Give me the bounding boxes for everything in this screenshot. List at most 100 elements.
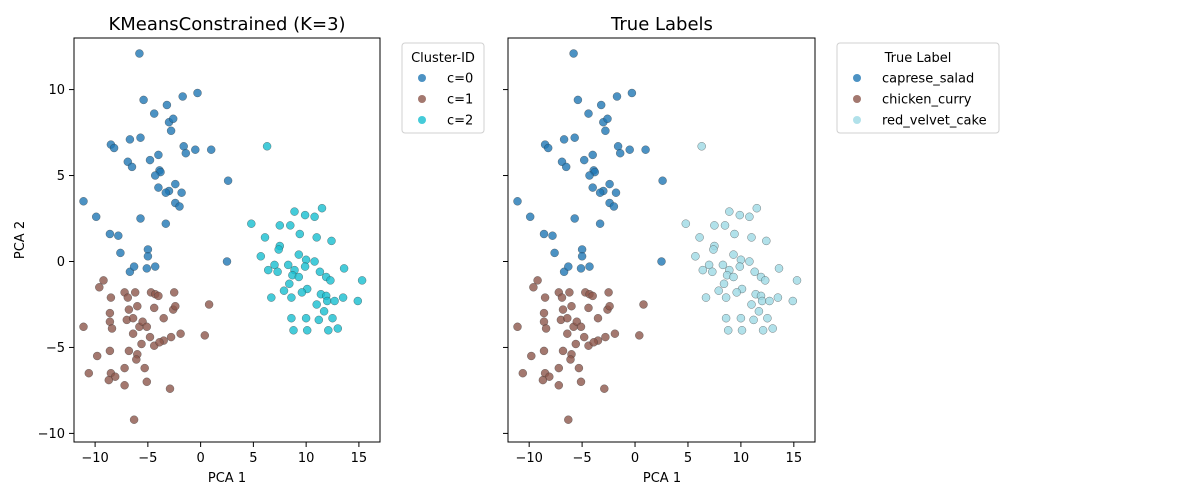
scatter-point bbox=[105, 346, 115, 356]
scatter-point bbox=[137, 339, 146, 349]
scatter-point bbox=[563, 329, 572, 338]
scatter-point bbox=[639, 300, 648, 309]
scatter-point bbox=[566, 355, 575, 364]
scatter-point bbox=[150, 262, 160, 271]
legend-label: red_velvet_cake bbox=[882, 114, 987, 129]
scatter-point bbox=[529, 283, 538, 292]
scatter-point bbox=[260, 233, 270, 242]
scatter-point bbox=[747, 300, 756, 309]
legend-box bbox=[836, 42, 1000, 134]
scatter-point bbox=[79, 322, 88, 332]
scatter-point bbox=[123, 293, 133, 302]
scatter-point bbox=[130, 288, 140, 297]
scatter-point bbox=[294, 250, 304, 259]
scatter-point bbox=[312, 300, 321, 309]
scatter-point bbox=[319, 307, 329, 316]
scatter-point bbox=[573, 95, 583, 105]
scatter-point bbox=[567, 301, 576, 311]
scatter-point bbox=[317, 203, 327, 213]
scatter-point bbox=[206, 145, 216, 154]
scatter-point bbox=[725, 207, 734, 216]
x-tick-label: −10 bbox=[515, 451, 542, 466]
plot-area bbox=[507, 37, 816, 443]
scatter-point bbox=[525, 212, 535, 222]
scatter-point bbox=[177, 188, 186, 197]
scatter-points bbox=[79, 49, 367, 424]
scatter-point bbox=[127, 162, 137, 172]
scatter-point bbox=[302, 326, 312, 335]
scatter-point bbox=[149, 303, 159, 313]
scatter-point bbox=[295, 229, 305, 239]
scatter-point bbox=[327, 236, 336, 246]
x-axis-label: PCA 1 bbox=[643, 471, 681, 486]
x-tick-label: 15 bbox=[351, 451, 368, 466]
x-tick-label: 10 bbox=[733, 451, 750, 466]
scatter-point bbox=[136, 214, 145, 223]
scatter-point bbox=[155, 338, 164, 347]
scatter-point bbox=[564, 262, 573, 271]
scatter-point bbox=[285, 279, 294, 289]
legend-items: c=0 c=1 c=2 bbox=[418, 72, 473, 129]
scatter-point bbox=[171, 179, 180, 189]
scatter-point bbox=[593, 313, 603, 323]
legend-label: c=1 bbox=[447, 93, 473, 108]
scatter-point bbox=[589, 338, 598, 347]
scatter-point bbox=[168, 114, 178, 124]
panel-title: True Labels bbox=[610, 14, 713, 35]
scatter-point bbox=[550, 248, 559, 258]
scatter-point bbox=[140, 363, 149, 373]
scatter-point bbox=[745, 212, 754, 222]
scatter-point bbox=[91, 212, 101, 222]
scatter-point bbox=[274, 245, 283, 254]
scatter-point bbox=[328, 313, 337, 323]
scatter-point bbox=[554, 363, 564, 373]
scatter-point bbox=[695, 233, 704, 242]
scatter-point bbox=[698, 265, 708, 275]
legend-title: True Label bbox=[884, 51, 952, 66]
scatter-point bbox=[84, 368, 94, 378]
scatter-point bbox=[721, 293, 731, 302]
scatter-point bbox=[579, 332, 589, 342]
scatter-point bbox=[588, 183, 597, 192]
y-tick-label: 10 bbox=[48, 83, 65, 98]
scatter-point bbox=[709, 245, 718, 254]
scatter-point bbox=[627, 88, 637, 98]
x-tick-label: −5 bbox=[573, 451, 592, 466]
scatter-point bbox=[222, 257, 232, 266]
scatter-point bbox=[326, 276, 335, 285]
legend-marker bbox=[418, 74, 426, 82]
scatter-point bbox=[605, 301, 614, 311]
scatter-point bbox=[723, 326, 733, 335]
scatter-point bbox=[792, 276, 802, 285]
scatter-point bbox=[681, 219, 691, 228]
scatter-point bbox=[107, 324, 117, 333]
scatter-point bbox=[105, 229, 115, 239]
scatter-point bbox=[765, 296, 774, 306]
scatter-point bbox=[585, 262, 594, 271]
scatter-point bbox=[752, 203, 762, 213]
scatter-point bbox=[204, 300, 214, 309]
scatter-point bbox=[576, 322, 586, 332]
y-axis bbox=[503, 89, 508, 434]
scatter-point bbox=[729, 250, 738, 259]
scatter-point bbox=[142, 264, 152, 273]
scatter-point bbox=[595, 188, 605, 197]
scatter-point bbox=[149, 109, 159, 118]
scatter-point bbox=[584, 109, 593, 118]
scatter-point bbox=[132, 355, 141, 364]
legend: Cluster-ID c=0 c=1 c=2 bbox=[401, 42, 485, 134]
legend-marker bbox=[418, 116, 426, 124]
scatter-point bbox=[191, 145, 200, 154]
legend-label: c=2 bbox=[447, 114, 473, 129]
scatter-point bbox=[95, 283, 104, 292]
scatter-point bbox=[142, 377, 152, 387]
scatter-point bbox=[729, 272, 738, 282]
scatter-point bbox=[300, 262, 310, 271]
scatter-point bbox=[576, 377, 586, 387]
x-tick-label: 0 bbox=[196, 451, 204, 466]
scatter-point bbox=[543, 143, 553, 153]
scatter-point bbox=[569, 49, 578, 58]
scatter-point bbox=[538, 375, 548, 385]
x-tick-label: −5 bbox=[138, 451, 157, 466]
scatter-point bbox=[691, 252, 700, 261]
